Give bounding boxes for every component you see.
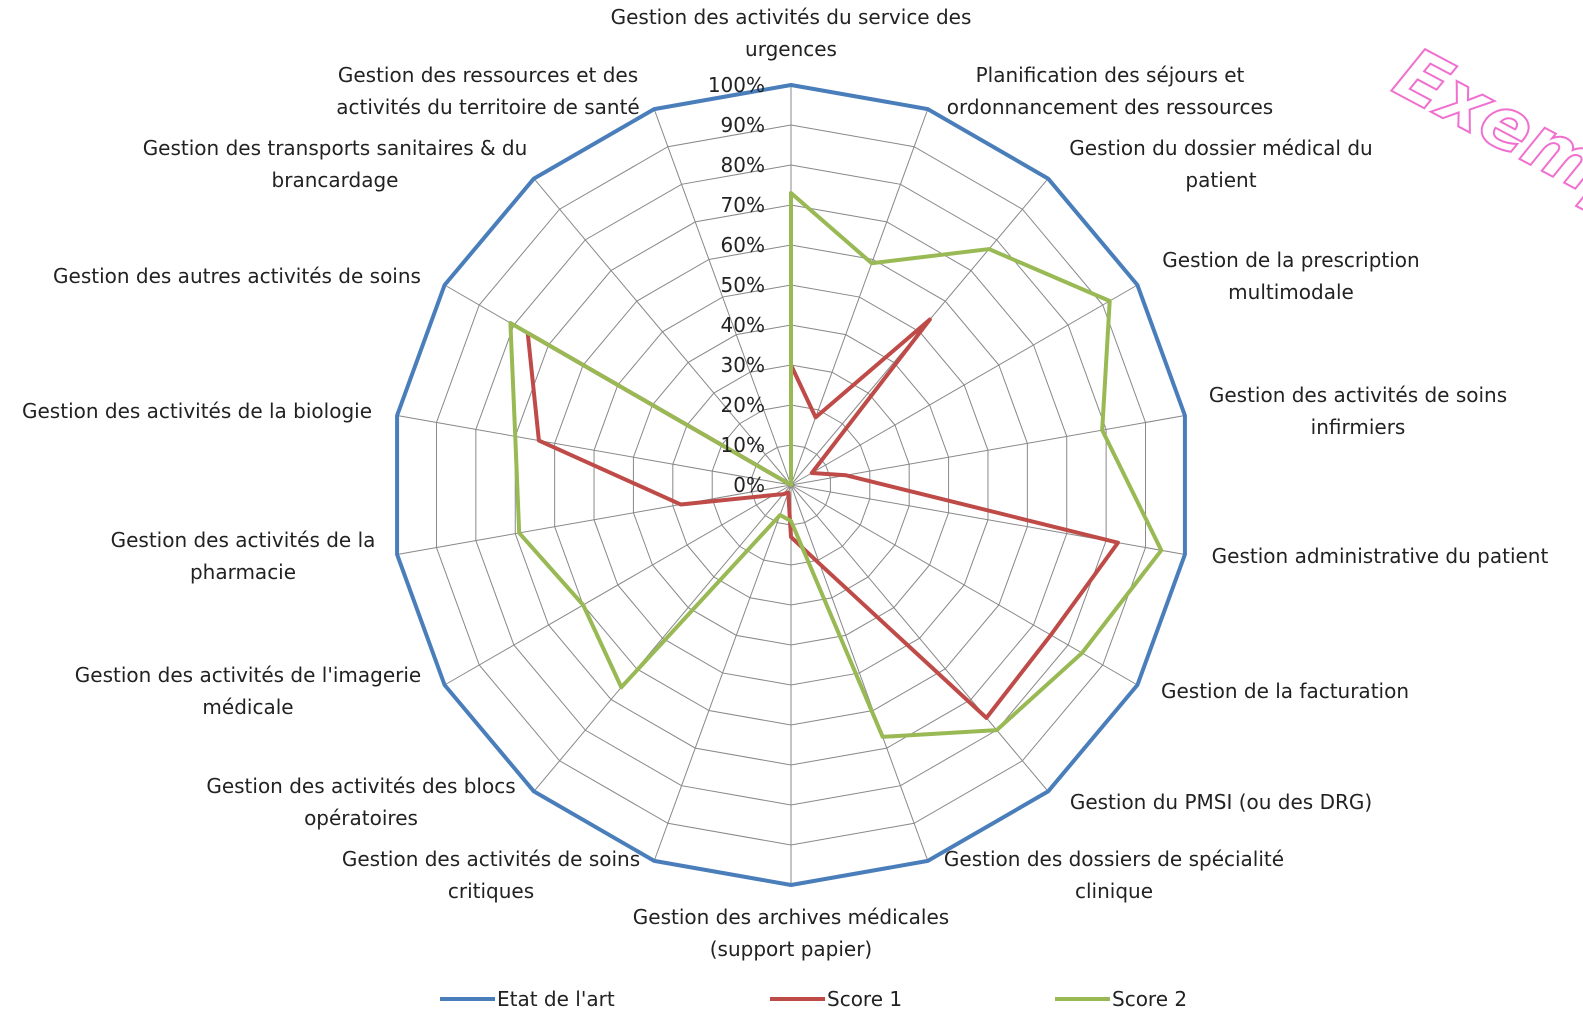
- category-label-box: Gestion du dossier médical du patient: [1051, 124, 1391, 204]
- category-label: Gestion des archives médicales (support …: [611, 893, 971, 973]
- category-label: Gestion des dossiers de spécialité clini…: [924, 835, 1304, 915]
- watermark: Exemple: [1382, 31, 1583, 267]
- category-label-box: Gestion de la facturation: [1135, 651, 1435, 731]
- category-label: Planification des séjours et ordonnancem…: [930, 51, 1290, 131]
- tick-label: 40%: [721, 313, 765, 337]
- tick-label: 90%: [721, 113, 765, 137]
- category-label: Gestion du PMSI (ou des DRG): [1051, 762, 1391, 842]
- legend-label: Score 1: [827, 987, 902, 1011]
- category-label: Gestion des autres activités de soins: [27, 236, 447, 316]
- category-label: Gestion du dossier médical du patient: [1051, 124, 1391, 204]
- series-line: [528, 320, 1118, 718]
- chart: Exemple 0% 10% 20% 30% 40% 50% 60% 70% 80% 90% 100…: [0, 0, 1583, 1021]
- tick-label: 60%: [721, 233, 765, 257]
- category-label-box: Gestion des activités de l'imagerie médi…: [58, 651, 438, 731]
- category-label: Gestion des activités des blocs opératoi…: [191, 762, 531, 842]
- tick-label: 50%: [721, 273, 765, 297]
- category-label-box: Gestion des archives médicales (support …: [611, 893, 971, 973]
- legend-label: Etat de l'art: [497, 987, 615, 1011]
- category-label-box: Gestion du PMSI (ou des DRG): [1051, 762, 1391, 842]
- category-label: Gestion des activités de soins infirmier…: [1188, 371, 1528, 451]
- tick-label: 10%: [721, 433, 765, 457]
- page: Exemple 0% 10% 20% 30% 40% 50% 60% 70% 80% 90% 100…: [0, 0, 1583, 1021]
- category-label-box: Gestion des activités de soins infirmier…: [1188, 371, 1528, 451]
- category-label: Gestion des transports sanitaires & du b…: [135, 124, 535, 204]
- category-label: Gestion des activités de l'imagerie médi…: [58, 651, 438, 731]
- category-label: Gestion de la prescription multimodale: [1141, 236, 1441, 316]
- category-label-box: Gestion des activités de la biologie: [0, 371, 397, 451]
- category-label-box: Gestion des activités de la pharmacie: [83, 516, 403, 596]
- category-label-box: Gestion des autres activités de soins: [27, 236, 447, 316]
- category-label: Gestion des activités de soins critiques: [321, 835, 661, 915]
- tick-label: 30%: [721, 353, 765, 377]
- category-label-box: Gestion administrative du patient: [1190, 516, 1570, 596]
- category-label: Gestion des activités de la biologie: [0, 371, 397, 451]
- tick-label: 20%: [721, 393, 765, 417]
- tick-label: 70%: [721, 193, 765, 217]
- category-label-box: Planification des séjours et ordonnancem…: [930, 51, 1290, 131]
- tick-label: 0%: [733, 473, 765, 497]
- category-label-box: Gestion des activités des blocs opératoi…: [191, 762, 531, 842]
- tick-label: 80%: [721, 153, 765, 177]
- legend-label: Score 2: [1112, 987, 1187, 1011]
- category-label-box: Gestion des activités de soins critiques: [321, 835, 661, 915]
- category-label-box: Gestion des dossiers de spécialité clini…: [924, 835, 1304, 915]
- category-label-box: Gestion des ressources et des activités …: [318, 51, 658, 131]
- category-label: Gestion administrative du patient: [1190, 516, 1570, 596]
- tick-label: 100%: [708, 73, 765, 97]
- category-label-box: Gestion de la prescription multimodale: [1141, 236, 1441, 316]
- category-label: Gestion des ressources et des activités …: [318, 51, 658, 131]
- category-label: Gestion des activités de la pharmacie: [83, 516, 403, 596]
- category-label-box: Gestion des transports sanitaires & du b…: [135, 124, 535, 204]
- category-label: Gestion de la facturation: [1135, 651, 1435, 731]
